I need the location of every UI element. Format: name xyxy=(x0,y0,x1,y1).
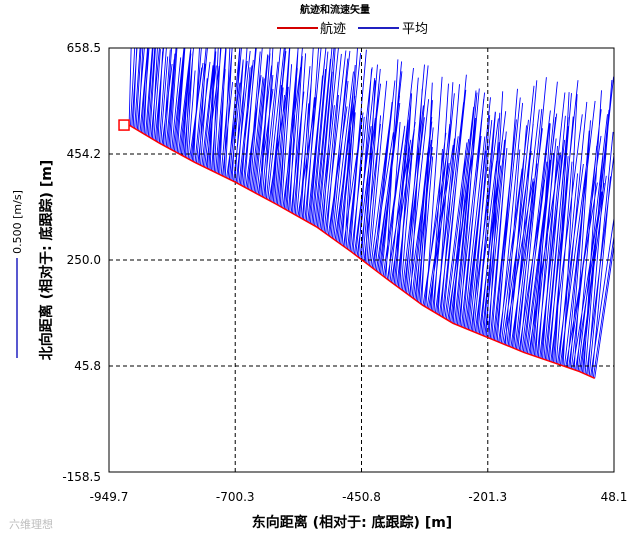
velocity-vector-set xyxy=(128,48,614,379)
x-tick-labels: -949.7 -700.3 -450.8 -201.3 48.1 xyxy=(90,490,628,504)
x-axis-label: 东向距离 (相对于: 底跟踪) [m] xyxy=(252,514,452,531)
vector-scale-label: 0.500 [m/s] xyxy=(11,190,24,254)
legend-label-track: 航迹 xyxy=(320,21,346,37)
x-tick-label: -201.3 xyxy=(468,490,507,504)
y-tick-label: 45.8 xyxy=(74,359,101,373)
x-tick-label: -700.3 xyxy=(216,490,255,504)
watermark: 六维理想 xyxy=(9,517,53,531)
y-tick-labels: 658.5 454.2 250.0 45.8 -158.5 xyxy=(62,41,101,484)
x-tick-label: -450.8 xyxy=(342,490,381,504)
track-start-marker xyxy=(118,119,130,131)
track-line xyxy=(118,119,596,379)
y-tick-label: 658.5 xyxy=(67,41,101,55)
track-path xyxy=(128,124,596,379)
vector-scale-key: 0.500 [m/s] xyxy=(11,190,24,358)
y-tick-label: 250.0 xyxy=(67,253,101,267)
legend-label-mean: 平均 xyxy=(402,22,428,37)
x-tick-label: 48.1 xyxy=(601,490,628,504)
y-tick-label: 454.2 xyxy=(67,147,101,161)
legend: 航迹 平均 xyxy=(277,21,428,37)
chart-title: 航迹和流速矢量 xyxy=(300,3,370,16)
y-tick-label: -158.5 xyxy=(62,470,101,484)
x-tick-label: -949.7 xyxy=(90,490,129,504)
y-axis-label: 北向距离 (相对于: 底跟踪) [m] xyxy=(38,160,55,360)
velocity-vectors xyxy=(128,48,614,379)
plot-area-frame xyxy=(108,47,615,473)
